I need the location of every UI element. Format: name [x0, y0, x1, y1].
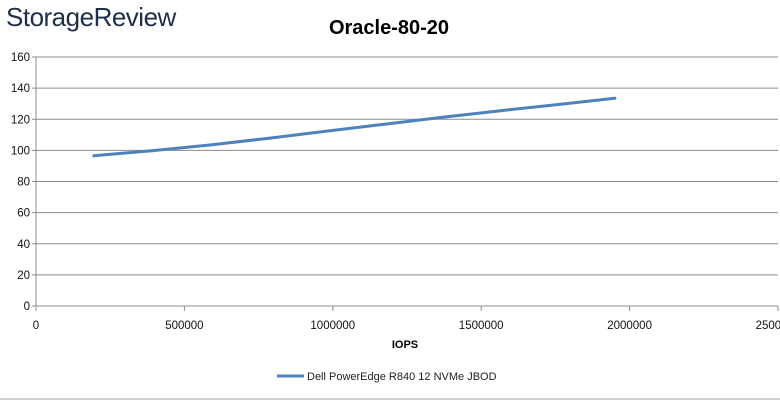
data-point-0-4: [325, 129, 329, 133]
x-tick-label-500000: 500000: [165, 320, 203, 332]
data-point-0-6: [441, 115, 445, 119]
y-tick-label-0: 0: [24, 301, 30, 313]
series-lines: [92, 96, 617, 158]
data-point-0-7: [499, 109, 502, 113]
y-tick-label-60: 60: [17, 208, 30, 220]
x-axis-ticks: 0 500000 1000000 1500000 2000000 2500000: [33, 306, 780, 332]
data-point-0-0: [92, 154, 96, 158]
gridlines: [36, 56, 778, 276]
x-axis-label: IOPS: [392, 339, 418, 351]
y-tick-label-120: 120: [11, 114, 30, 126]
data-point-0-1: [150, 149, 154, 153]
y-tick-label-40: 40: [17, 239, 30, 251]
data-point-0-8: [556, 103, 560, 106]
x-tick-label-0: 0: [33, 320, 39, 332]
y-tick-label-100: 100: [11, 145, 30, 157]
y-tick-label-160: 160: [11, 52, 30, 64]
y-tick-label-80: 80: [17, 177, 30, 189]
brand-logo: StorageReview: [6, 2, 176, 32]
x-tick-label-2000000: 2000000: [607, 320, 652, 332]
data-point-0-3: [267, 136, 271, 140]
x-tick-label-1500000: 1500000: [459, 320, 504, 332]
data-point-0-2: [209, 143, 213, 147]
y-tick-label-20: 20: [17, 270, 30, 282]
legend-label-0: Dell PowerEdge R840 12 NVMe JBOD: [307, 371, 497, 383]
x-tick-label-1000000: 1000000: [310, 320, 355, 332]
data-point-0-9: [613, 96, 617, 100]
y-axis-ticks: 0 20 40 60 80 100 120 140 160: [11, 52, 36, 313]
series-line-0: [92, 96, 617, 158]
chart-title: Oracle-80-20: [329, 17, 449, 39]
legend: Dell PowerEdge R840 12 NVMe JBOD: [277, 371, 497, 383]
data-point-0-5: [383, 122, 387, 126]
y-tick-label-140: 140: [11, 83, 30, 95]
x-tick-label-2500000: 2500000: [756, 320, 780, 332]
